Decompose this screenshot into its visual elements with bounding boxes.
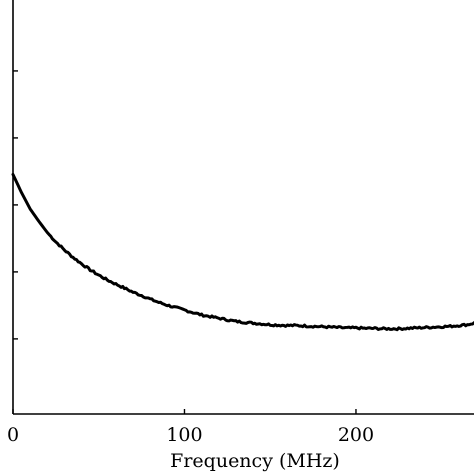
y-ticks [13, 70, 18, 340]
x-tick-labels: 0 100 200 [7, 424, 374, 446]
x-tick-label-1: 100 [166, 424, 202, 446]
x-axis-label: Frequency (MHz) [170, 450, 340, 472]
x-ticks [12, 409, 357, 414]
data-series-line [11, 172, 474, 332]
x-tick-label-2: 200 [338, 424, 374, 446]
x-tick-label-0: 0 [7, 424, 19, 446]
plot-area [11, 0, 474, 415]
